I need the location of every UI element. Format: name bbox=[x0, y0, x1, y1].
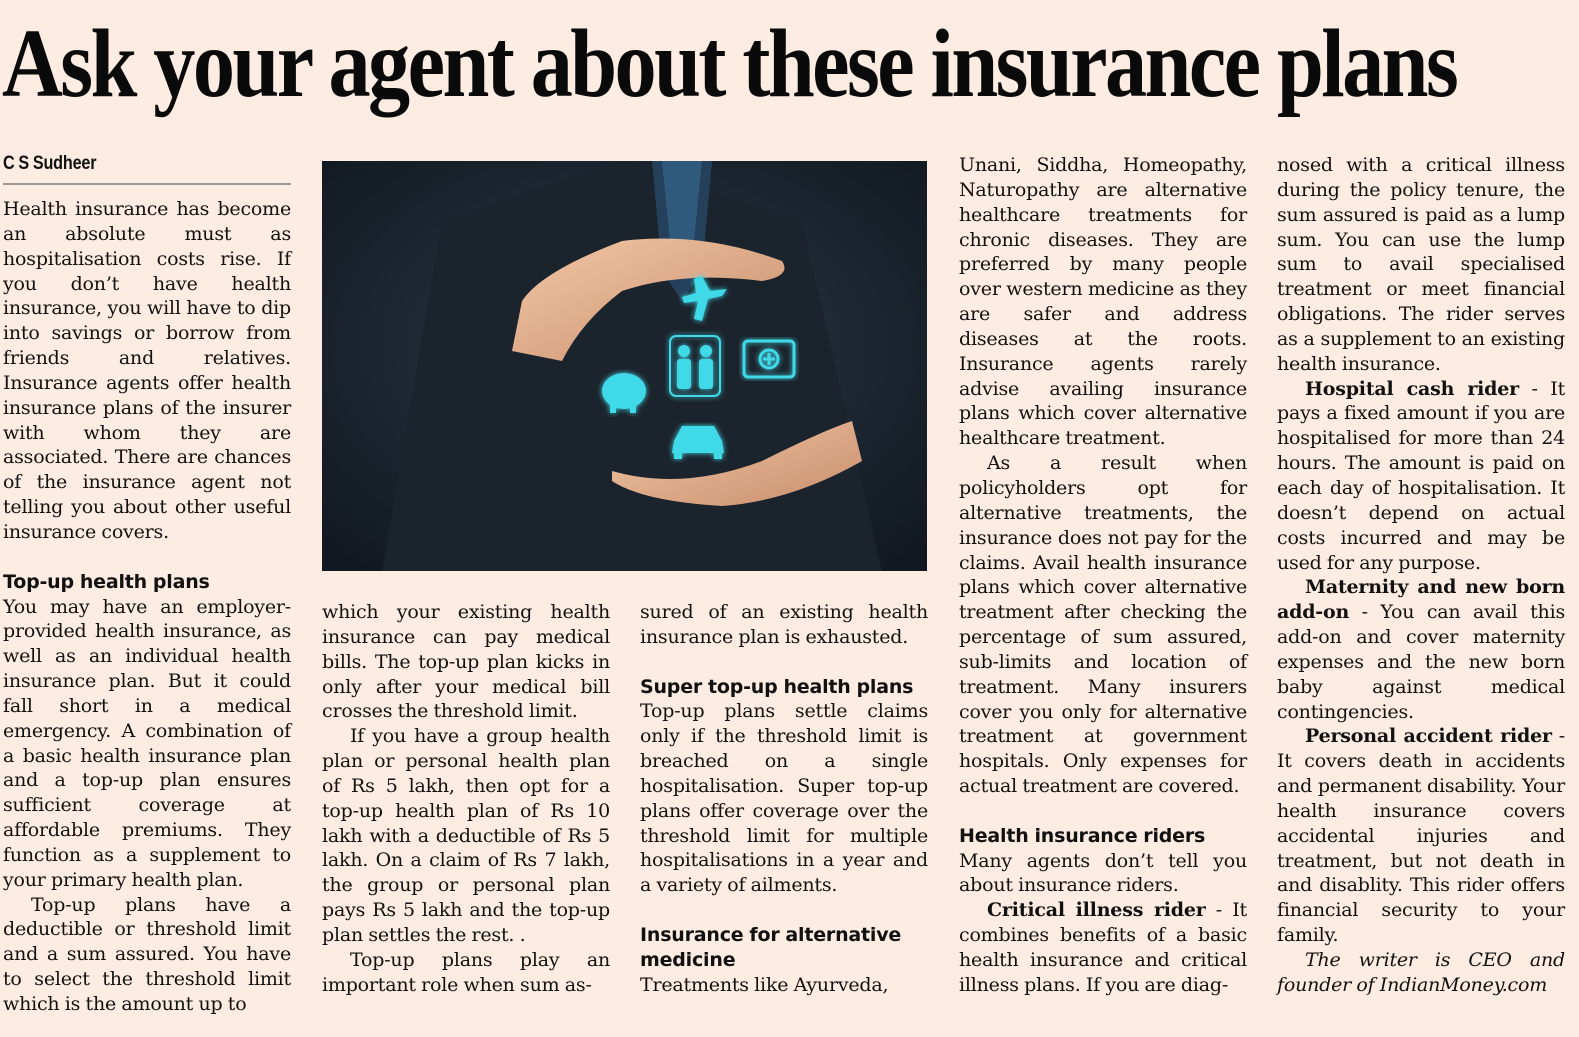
subheading: Top-up health plans bbox=[3, 570, 210, 593]
paragraph-text: - It combines benefits of a basic health… bbox=[959, 899, 1247, 996]
paragraph-lead: Critical illness rider bbox=[987, 899, 1206, 922]
byline-rule bbox=[3, 183, 291, 185]
author-note: The writer is CEO and founder of IndianM… bbox=[1277, 949, 1565, 996]
family-icon bbox=[669, 335, 721, 397]
car-icon bbox=[672, 426, 724, 459]
paragraph: If you have a group health plan or perso… bbox=[322, 725, 610, 946]
paragraph: Health insurance has become an absolute … bbox=[3, 198, 291, 543]
first-aid-kit-icon bbox=[742, 339, 796, 379]
column-3: sured of an existing health insurance pl… bbox=[640, 600, 928, 998]
subheading: Insurance for alternative medicine bbox=[640, 923, 902, 971]
paragraph: Top-up plans have a deductible or thresh… bbox=[3, 893, 291, 1015]
paragraph-text: - It pays a fixed amount if you are hosp… bbox=[1277, 377, 1566, 574]
paragraph-lead: Personal accident rider bbox=[1305, 725, 1552, 748]
paragraph: Unani, Siddha, Homeopathy, Naturopathy a… bbox=[959, 154, 1247, 450]
paragraph: As a result when policyholders opt for a… bbox=[959, 452, 1247, 798]
paragraph: Treatments like Ayurveda, bbox=[640, 973, 889, 996]
column-4: Unani, Siddha, Homeopathy, Naturopathy a… bbox=[959, 153, 1247, 998]
airplane-icon bbox=[682, 276, 727, 321]
paragraph: Many agents don’t tell you about insuran… bbox=[959, 849, 1247, 897]
paragraph: Hospital cash rider - It pays a fixed am… bbox=[1277, 377, 1565, 576]
paragraph: Personal accident rider - It covers deat… bbox=[1277, 724, 1565, 948]
piggy-bank-icon bbox=[602, 373, 646, 413]
paragraph-lead: Hospital cash rider bbox=[1305, 377, 1519, 400]
column-2: which your existing health insurance can… bbox=[322, 600, 610, 998]
paragraph: You may have an employer-provided health… bbox=[3, 595, 291, 891]
paragraph: which your existing health insurance can… bbox=[322, 601, 610, 723]
paragraph-text: - It covers death in accidents and perma… bbox=[1277, 725, 1565, 947]
column-1: C S Sudheer Health insurance has become … bbox=[3, 152, 291, 1017]
paragraph: nosed with a critical illness during the… bbox=[1277, 154, 1565, 375]
headline: Ask your agent about these insurance pla… bbox=[2, 10, 1459, 118]
byline: C S Sudheer bbox=[3, 153, 97, 174]
paragraph: Maternity and new born add-on - You can … bbox=[1277, 575, 1565, 724]
paragraph: Top-up plans play an important role when… bbox=[322, 948, 610, 996]
subheading: Super top-up health plans bbox=[640, 675, 914, 698]
paragraph: sured of an existing health insurance pl… bbox=[640, 601, 928, 648]
column-5: nosed with a critical illness during the… bbox=[1277, 153, 1565, 998]
subheading: Health insurance riders bbox=[959, 824, 1206, 847]
article-photo bbox=[322, 161, 927, 571]
paragraph-lead: Maternity and new born add-on bbox=[1277, 576, 1565, 624]
paragraph: Top-up plans settle claims only if the t… bbox=[640, 700, 928, 897]
paragraph-text: - You can avail this add-on and cover ma… bbox=[1277, 601, 1565, 723]
paragraph: Critical illness rider - It combines ben… bbox=[959, 898, 1247, 997]
